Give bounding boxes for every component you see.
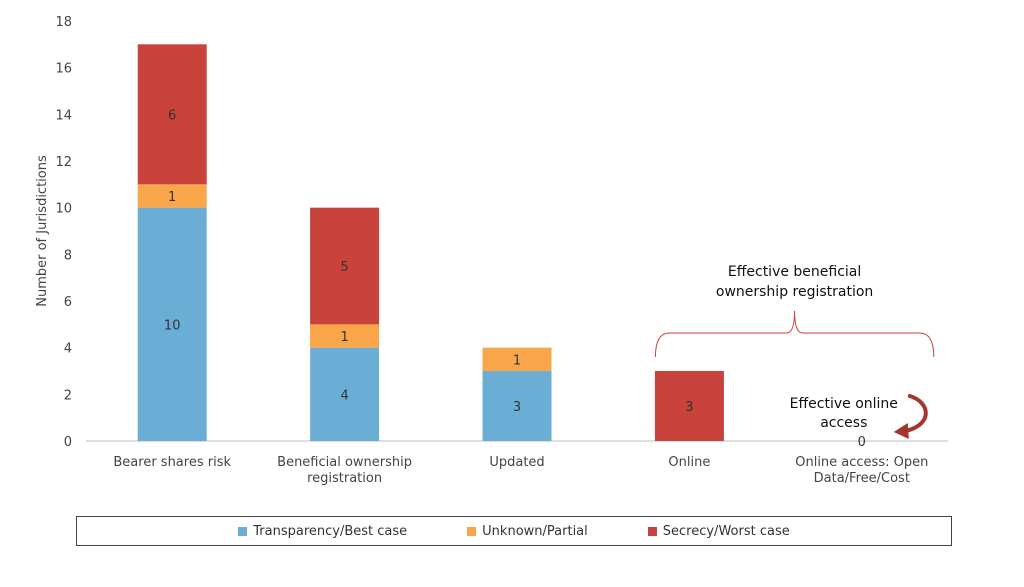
y-tick-label: 10 [55, 202, 72, 217]
data-label: 1 [340, 330, 348, 345]
bar-segment [137, 184, 207, 208]
y-tick-label: 16 [55, 62, 72, 77]
x-tick-label: Updated [489, 455, 544, 470]
bar-segment [482, 347, 552, 371]
data-label: 4 [340, 388, 348, 403]
x-tick-label: Online access: Open Data/Free/Cost [795, 455, 928, 486]
legend-label: Secrecy/Worst case [662, 523, 790, 539]
y-tick-label: 4 [64, 342, 72, 357]
data-label: 0 [858, 435, 866, 450]
x-tick-label: Online [668, 455, 710, 470]
bar-segment [482, 371, 552, 441]
curved-arrow-head [893, 423, 909, 439]
x-axis: Bearer shares risk Beneficial ownership re… [86, 440, 948, 486]
x-tick-label: Bearer shares risk [113, 455, 231, 470]
curved-arrow-shaft [903, 394, 928, 433]
data-label: 5 [340, 260, 348, 275]
legend-swatch [238, 526, 248, 536]
brace-bracket [654, 310, 935, 358]
data-label: 3 [513, 400, 521, 415]
legend-swatch [467, 526, 477, 536]
brace-annotation: Effective beneficial ownership registrati… [716, 264, 873, 300]
legend-item: Transparency/Best case [238, 524, 407, 539]
legend-label: Unknown/Partial [482, 523, 588, 539]
y-tick-label: 8 [64, 248, 72, 263]
data-label: 6 [168, 108, 176, 123]
y-tick-label: 12 [55, 155, 72, 170]
x-tick-label: Beneficial ownership registration [277, 455, 412, 486]
bars [137, 44, 724, 441]
y-axis-label: Number of Jurisdictions [35, 155, 50, 307]
legend-item: Unknown/Partial [467, 524, 588, 539]
legend-item: Secrecy/Worst case [647, 523, 790, 539]
legend-swatch [647, 526, 657, 536]
y-axis: 0 2 4 6 8 10 12 14 16 18 [55, 15, 72, 450]
bar-segment [310, 207, 380, 325]
annotations: Effective beneficial ownership registrati… [654, 264, 935, 439]
bar-segment [137, 207, 207, 441]
y-tick-label: 2 [64, 388, 72, 403]
arrow-annotation: Effective online access [790, 396, 898, 431]
y-tick-label: 6 [64, 295, 72, 310]
data-label: 10 [164, 318, 181, 333]
legend-label: Transparency/Best case [253, 523, 408, 539]
bar-segment [654, 371, 724, 441]
bar-segment [310, 347, 380, 441]
data-labels: 10 1 6 4 1 5 3 1 3 0 [164, 108, 866, 450]
bar-segment [137, 44, 207, 185]
y-tick-label: 14 [55, 108, 72, 123]
data-label: 1 [513, 353, 521, 368]
bar-segment [310, 324, 380, 348]
data-label: 3 [685, 400, 693, 415]
y-tick-label: 18 [55, 15, 72, 30]
y-tick-label: 0 [64, 435, 72, 450]
data-label: 1 [168, 190, 176, 205]
legend: Transparency/Best case Unknown/Partial Sec… [76, 516, 952, 546]
